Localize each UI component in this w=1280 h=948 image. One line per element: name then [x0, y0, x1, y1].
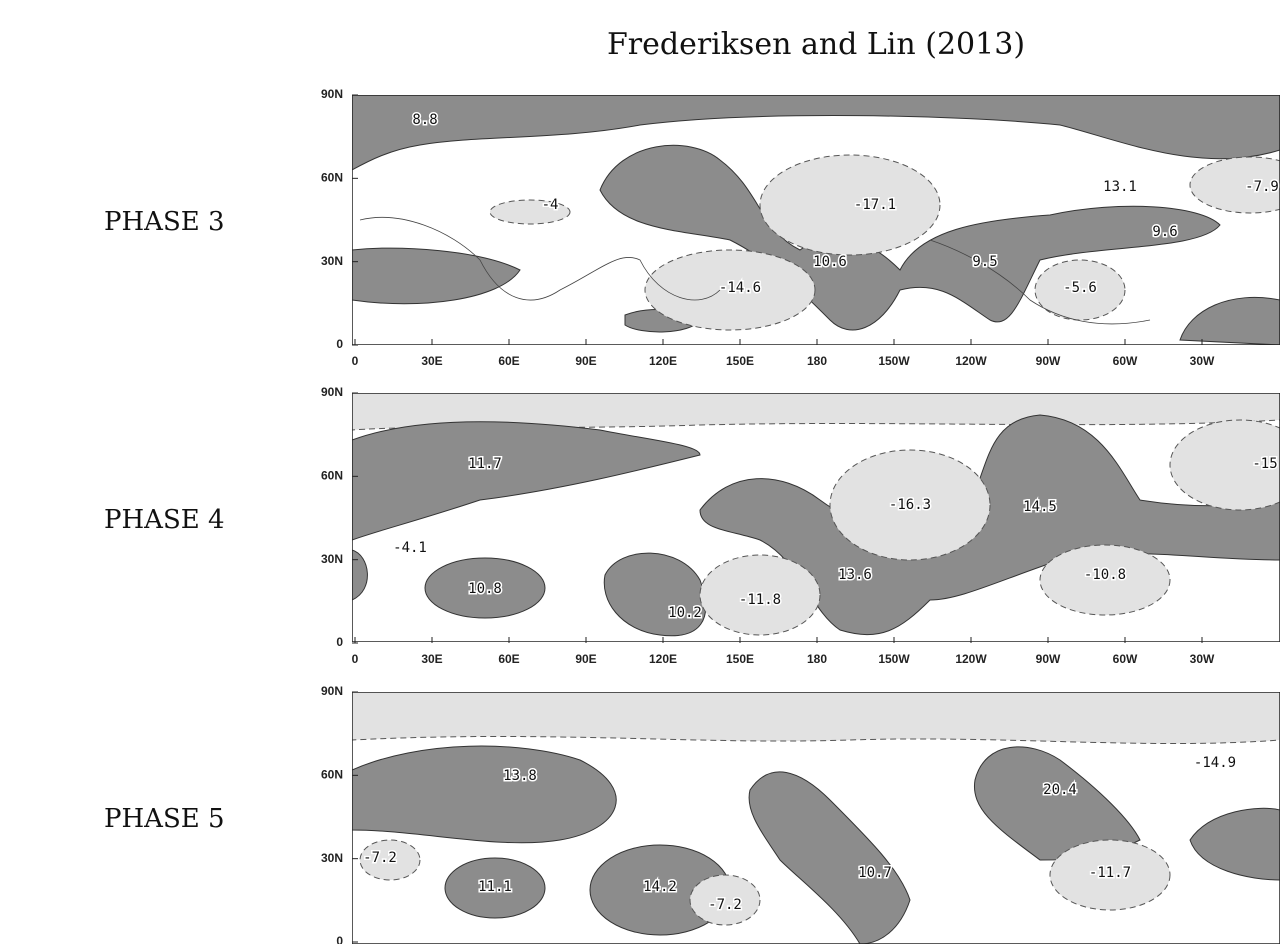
contour-label: -17.1	[854, 197, 896, 213]
lon-tick-label: 0	[352, 354, 359, 368]
phase-label: PHASE 3	[104, 207, 225, 237]
contour-label: 10.7	[858, 865, 892, 881]
contour-label: -7.2	[363, 850, 397, 866]
lon-tick-label: 180	[807, 652, 827, 666]
map-panel	[352, 692, 1280, 944]
phase-label: PHASE 4	[104, 505, 225, 535]
figure: Frederiksen and Lin (2013)	[0, 0, 1280, 944]
contour-label: -15	[1252, 456, 1277, 472]
lon-tick-label: 30W	[1190, 354, 1215, 368]
lon-tick-label: 60W	[1113, 354, 1138, 368]
lon-tick-label: 60E	[498, 652, 519, 666]
lon-tick-label: 120E	[649, 652, 677, 666]
contour-label: -7.2	[708, 897, 742, 913]
contour-label: -16.3	[889, 497, 931, 513]
lon-tick-label: 90W	[1036, 652, 1061, 666]
contour-label: 11.7	[468, 456, 502, 472]
lat-tick-label: 90N	[321, 684, 343, 698]
lon-tick-label: 120E	[649, 354, 677, 368]
lat-tick-label: 30N	[321, 552, 343, 566]
lon-tick-label: 150E	[726, 354, 754, 368]
lon-tick-label: 90E	[575, 652, 596, 666]
contour-label: -4	[542, 197, 559, 213]
contour-label: 8.8	[412, 112, 437, 128]
lat-tick-label: 30N	[321, 254, 343, 268]
lon-tick-label: 30E	[421, 652, 442, 666]
contour-label: -11.8	[739, 592, 781, 608]
contour-label: -11.7	[1089, 865, 1131, 881]
lon-tick-label: 150W	[878, 652, 910, 666]
lat-tick-label: 0	[336, 635, 343, 649]
lat-tick-label: 0	[336, 934, 343, 944]
lon-tick-label: 150W	[878, 354, 910, 368]
contour-label: 10.2	[668, 605, 702, 621]
lon-tick-label: 120W	[955, 354, 987, 368]
map-panel	[352, 95, 1280, 345]
lon-tick-label: 0	[352, 652, 359, 666]
lat-tick-label: 90N	[321, 385, 343, 399]
lat-tick-label: 90N	[321, 87, 343, 101]
contour-label: 13.8	[503, 768, 537, 784]
contour-label: 9.5	[972, 254, 997, 270]
contour-label: -7.9	[1245, 179, 1279, 195]
lon-tick-label: 30E	[421, 354, 442, 368]
figure-title: Frederiksen and Lin (2013)	[607, 27, 1025, 62]
contour-label: 10.6	[813, 254, 847, 270]
lon-tick-label: 60W	[1113, 652, 1138, 666]
contour-label: -4.1	[393, 540, 427, 556]
contour-label: 14.2	[643, 879, 677, 895]
contour-label: 11.1	[478, 879, 512, 895]
contour-label: 10.8	[468, 581, 502, 597]
lat-tick-label: 60N	[321, 768, 343, 782]
contour-label: 20.4	[1043, 782, 1077, 798]
lon-tick-label: 90W	[1036, 354, 1061, 368]
contour-label: -14.9	[1194, 755, 1236, 771]
phase-label: PHASE 5	[104, 804, 225, 834]
contour-label: 13.6	[838, 567, 872, 583]
contour-label: 14.5	[1023, 499, 1057, 515]
contour-label: -10.8	[1084, 567, 1126, 583]
lon-tick-label: 30W	[1190, 652, 1215, 666]
lat-tick-label: 60N	[321, 171, 343, 185]
lat-tick-label: 60N	[321, 469, 343, 483]
lat-tick-label: 30N	[321, 851, 343, 865]
lon-tick-label: 180	[807, 354, 827, 368]
contour-label: -14.6	[719, 280, 761, 296]
lon-tick-label: 60E	[498, 354, 519, 368]
lat-tick-label: 0	[336, 337, 343, 351]
lon-tick-label: 90E	[575, 354, 596, 368]
lon-tick-label: 150E	[726, 652, 754, 666]
map-panel	[352, 393, 1280, 642]
contour-label: -5.6	[1063, 280, 1097, 296]
contour-label: 9.6	[1152, 224, 1177, 240]
lon-tick-label: 120W	[955, 652, 987, 666]
contour-label: 13.1	[1103, 179, 1137, 195]
